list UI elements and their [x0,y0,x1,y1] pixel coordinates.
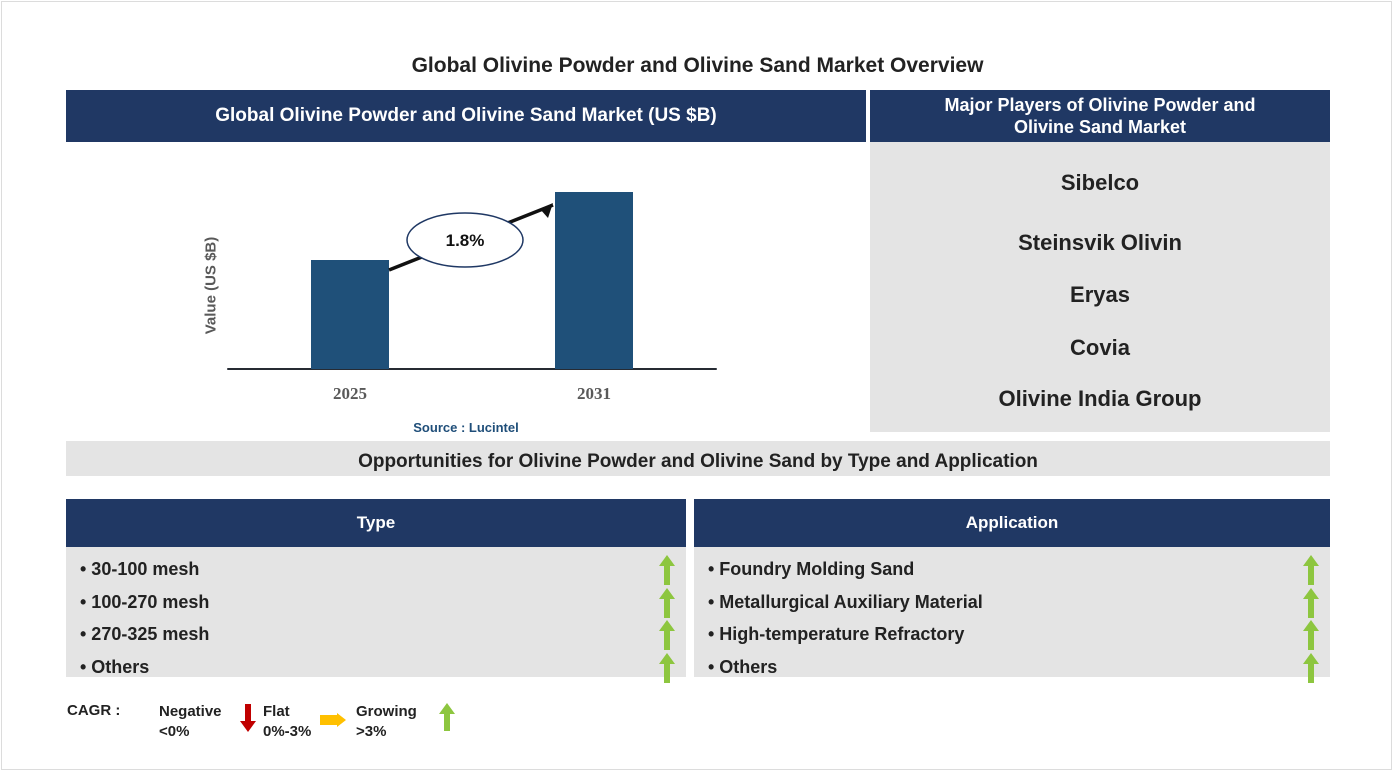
svg-text:1.8%: 1.8% [446,231,485,250]
